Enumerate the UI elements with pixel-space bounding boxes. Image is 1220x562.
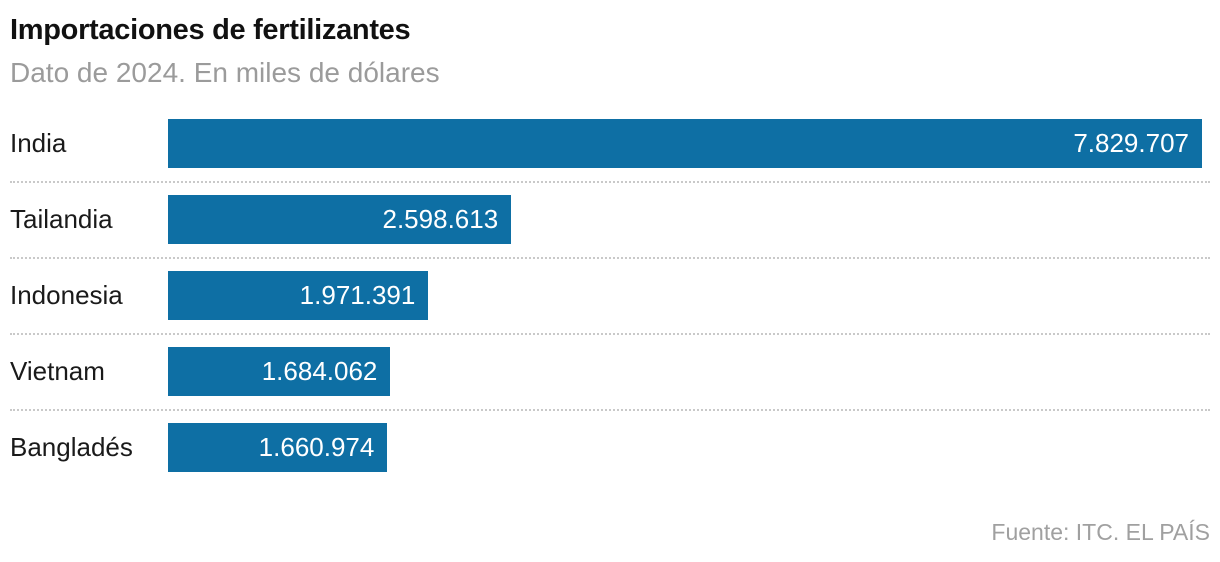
bar-value-label: 1.660.974 — [258, 432, 375, 463]
bar: 2.598.613 — [168, 195, 512, 245]
bar-value-label: 1.971.391 — [299, 280, 416, 311]
category-label: Bangladés — [10, 432, 133, 463]
bar-track: 1.684.062 — [168, 347, 1202, 397]
bar: 7.829.707 — [168, 119, 1202, 169]
category-label: Tailandia — [10, 204, 113, 235]
row-separator — [10, 257, 1210, 260]
bar-row: Indonesia 1.971.391 — [10, 271, 1210, 321]
bar-row: Tailandia 2.598.613 — [10, 195, 1210, 245]
category-label: Indonesia — [10, 280, 123, 311]
category-label: India — [10, 128, 67, 159]
bar-row: Vietnam 1.684.062 — [10, 347, 1210, 397]
bar-track: 7.829.707 — [168, 119, 1202, 169]
bar: 1.971.391 — [168, 271, 429, 321]
row-separator — [10, 409, 1210, 412]
row-separator — [10, 181, 1210, 184]
bar-value-label: 7.829.707 — [1073, 128, 1189, 159]
bar-track: 1.660.974 — [168, 423, 1202, 473]
row-separator — [10, 333, 1210, 336]
bar-track: 1.971.391 — [168, 271, 1202, 321]
source-credit: Fuente: ITC. EL PAÍS — [991, 519, 1210, 545]
bar-track: 2.598.613 — [168, 195, 1202, 245]
bar: 1.660.974 — [168, 423, 388, 473]
chart-subtitle: Dato de 2024. En miles de dólares — [10, 57, 440, 89]
bar: 1.684.062 — [168, 347, 391, 397]
bar-chart-area: India 7.829.707 Tailandia 2.598.613 Indo… — [10, 119, 1210, 473]
bar-value-label: 1.684.062 — [261, 356, 378, 387]
bar-row: India 7.829.707 — [10, 119, 1210, 169]
bar-value-label: 2.598.613 — [382, 204, 499, 235]
category-label: Vietnam — [10, 356, 105, 387]
bar-row: Bangladés 1.660.974 — [10, 423, 1210, 473]
chart-title: Importaciones de fertilizantes — [10, 14, 411, 46]
